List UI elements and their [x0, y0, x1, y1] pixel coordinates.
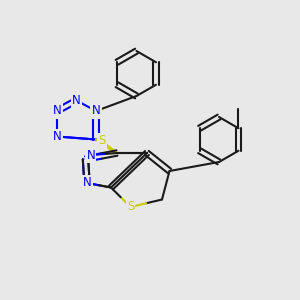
Text: S: S — [127, 200, 134, 214]
Text: N: N — [52, 130, 62, 143]
Text: N: N — [92, 104, 100, 118]
Text: S: S — [98, 134, 106, 148]
Text: N: N — [86, 148, 95, 162]
Text: N: N — [72, 94, 81, 107]
Text: N: N — [82, 176, 91, 190]
Text: N: N — [52, 104, 62, 118]
